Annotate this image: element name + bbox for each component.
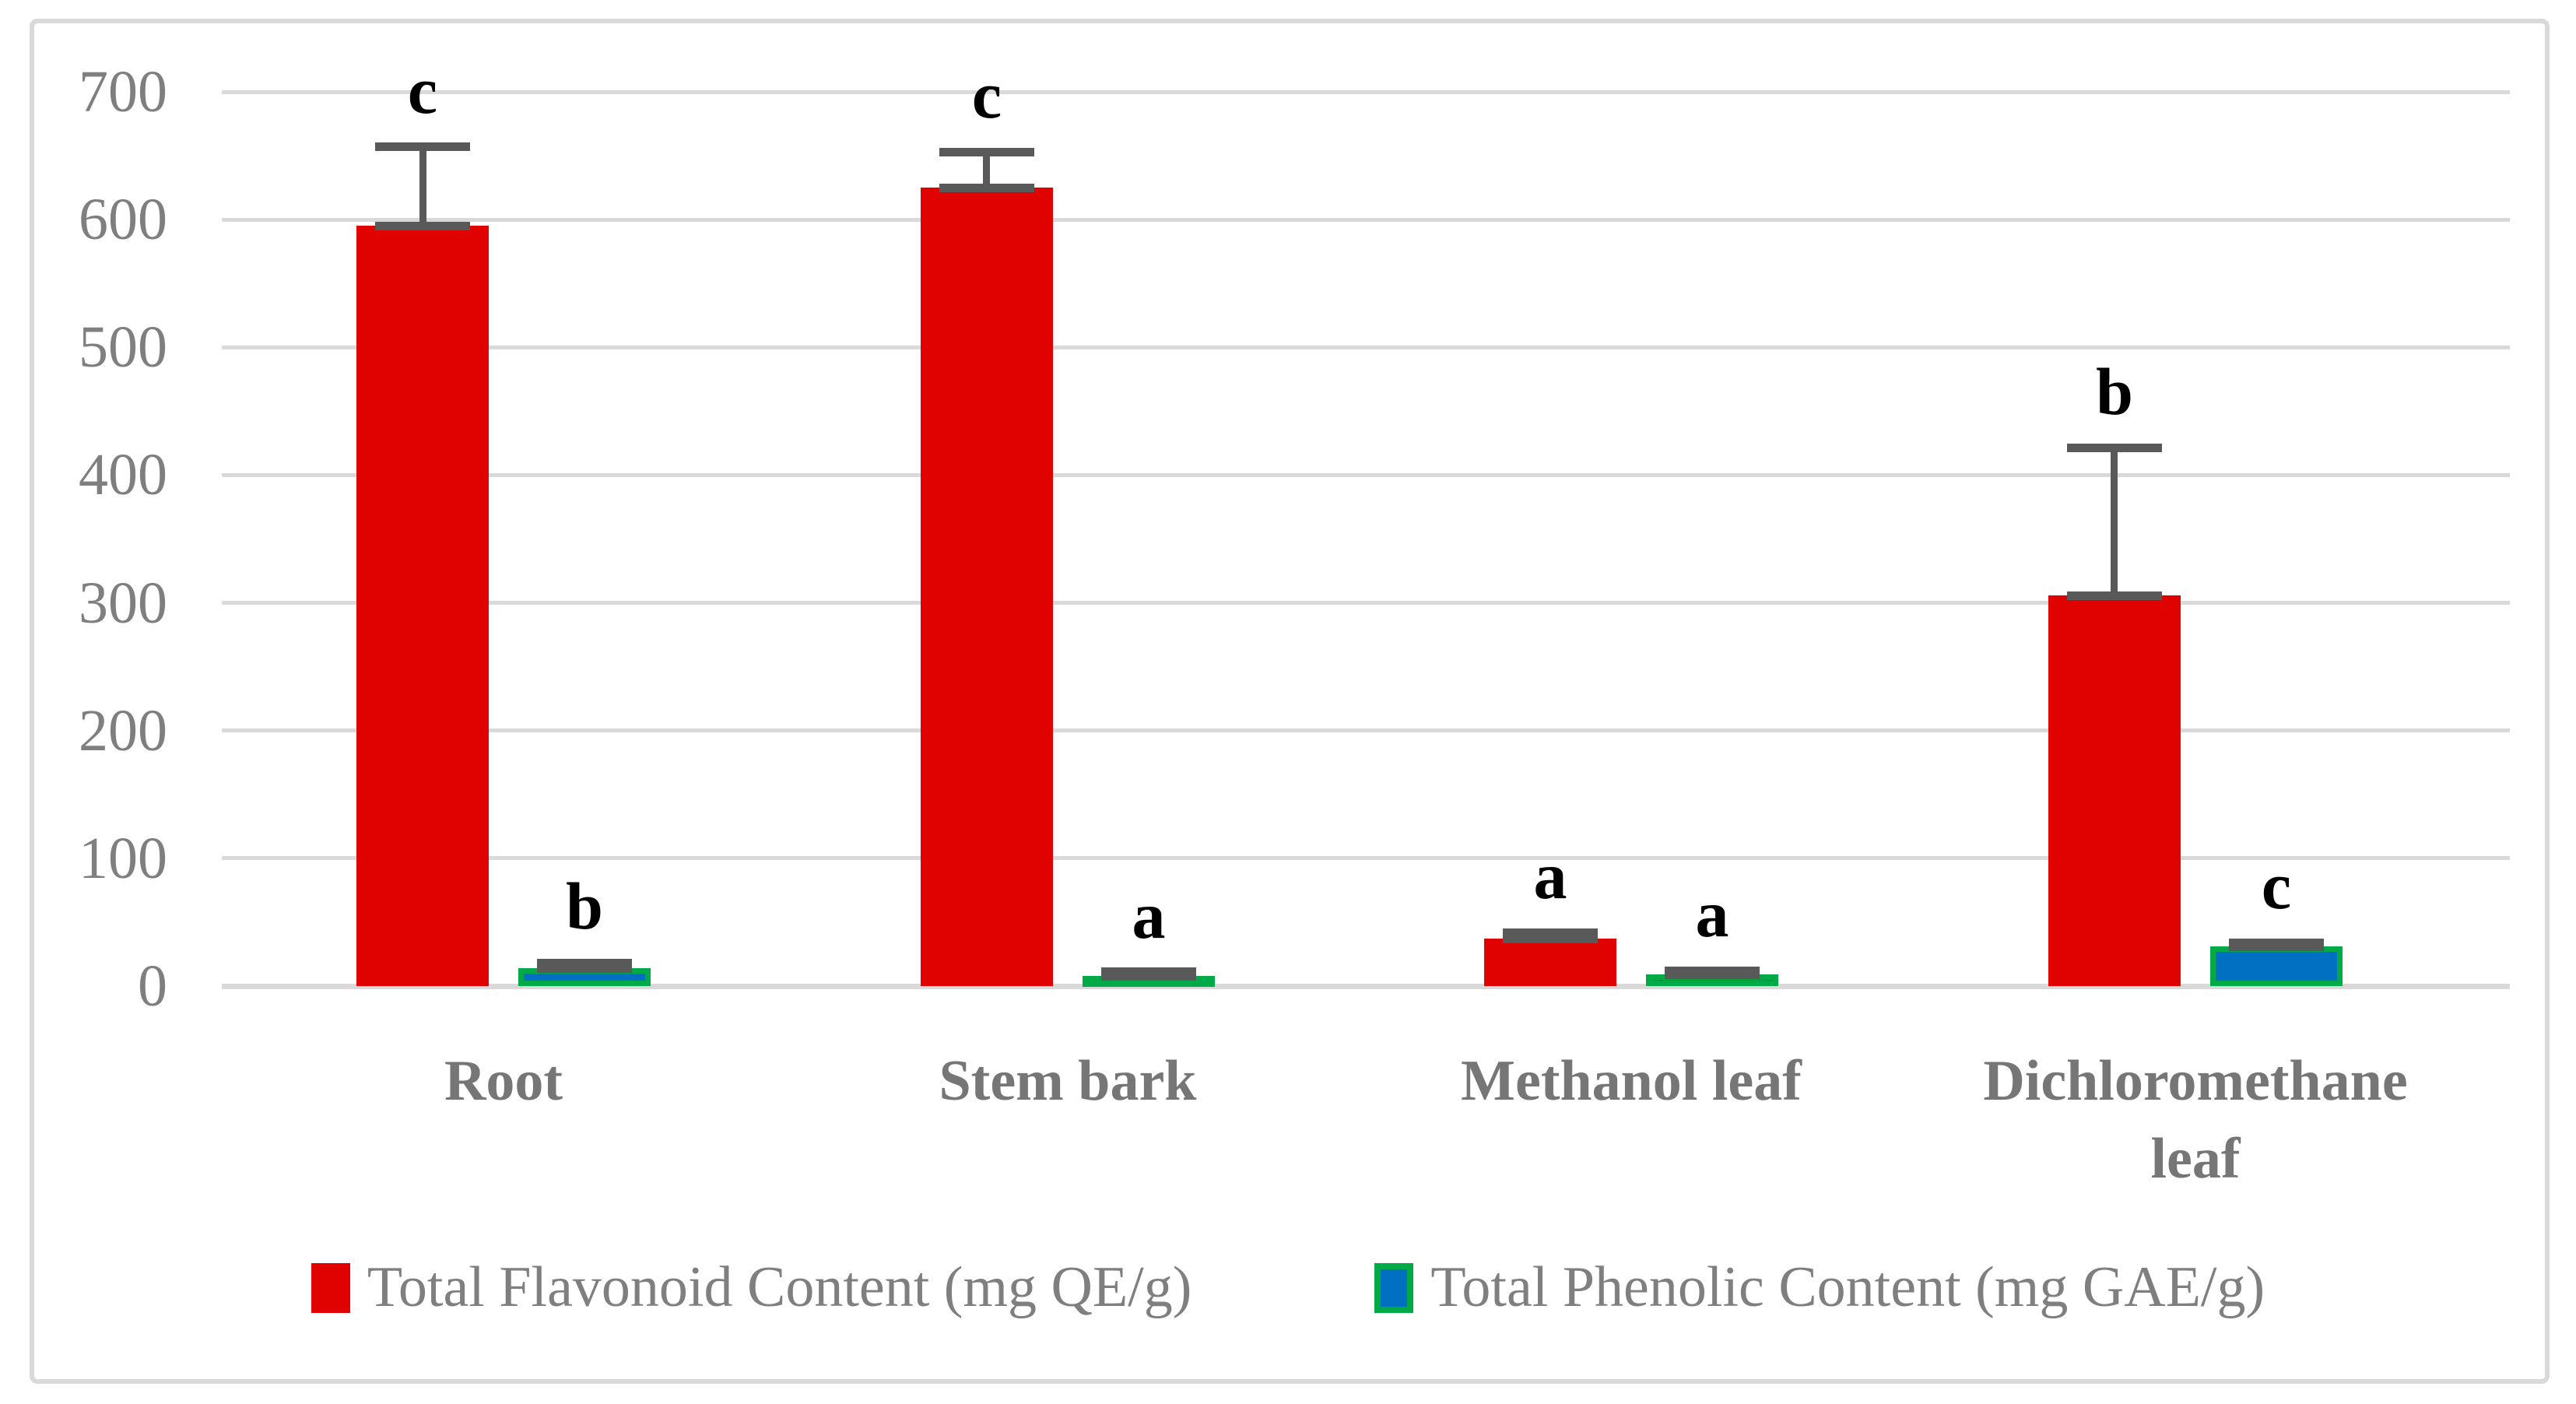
error-bar-top-cap	[1503, 928, 1598, 937]
y-tick-label: 300	[79, 570, 167, 636]
y-tick-label: 600	[79, 187, 167, 252]
significance-letter: c	[971, 58, 1002, 132]
gridline	[222, 218, 2510, 222]
legend-swatch-phenolic	[1374, 1262, 1414, 1313]
bar-flavonoid	[1484, 939, 1616, 986]
bar-flavonoid	[2048, 595, 2181, 986]
legend-label: Total Phenolic Content (mg GAE/g)	[1430, 1255, 2265, 1319]
gridline	[222, 346, 2510, 349]
error-bar-bottom-cap	[1503, 935, 1598, 943]
error-bar-bottom-cap	[2067, 591, 2162, 600]
gridline	[222, 601, 2510, 605]
y-tick-label: 0	[138, 953, 167, 1019]
error-bar-top-cap	[537, 959, 632, 967]
y-tick-label: 100	[79, 826, 167, 891]
error-bar-bottom-cap	[939, 184, 1034, 192]
error-bar-top-cap	[939, 148, 1034, 156]
x-category-label: Methanol leaf	[1461, 1049, 1802, 1113]
legend-swatch-flavonoid	[311, 1262, 350, 1313]
bar-phenolic	[2210, 946, 2343, 986]
gridline	[222, 728, 2510, 732]
significance-letter: b	[566, 869, 603, 943]
error-bar-stem	[983, 152, 990, 188]
error-bar-top-cap	[375, 142, 470, 151]
legend-label: Total Flavonoid Content (mg QE/g)	[367, 1255, 1192, 1319]
error-bar-bottom-cap	[537, 964, 632, 973]
error-bar-stem	[2111, 448, 2118, 595]
x-category-label: Dichloromethane leaf	[1983, 1049, 2408, 1191]
bar-flavonoid	[921, 188, 1053, 986]
significance-letter: a	[1695, 876, 1729, 951]
significance-letter: a	[1533, 838, 1567, 913]
error-bar-bottom-cap	[2229, 942, 2324, 951]
significance-letter: b	[2096, 354, 2133, 429]
y-tick-label: 700	[79, 59, 167, 125]
significance-letter: c	[2261, 848, 2292, 923]
legend: Total Flavonoid Content (mg QE/g) Total P…	[0, 1255, 2576, 1321]
y-tick-label: 500	[79, 314, 167, 380]
error-bar-bottom-cap	[1665, 971, 1760, 979]
error-bar-top-cap	[2067, 444, 2162, 452]
legend-item-phenolic: Total Phenolic Content (mg GAE/g)	[1374, 1255, 2265, 1321]
legend-item-flavonoid: Total Flavonoid Content (mg QE/g)	[311, 1255, 1192, 1321]
error-bar-top-cap	[1101, 967, 1196, 976]
significance-letter: c	[407, 53, 438, 128]
y-tick-label: 200	[79, 698, 167, 763]
gridline	[222, 473, 2510, 477]
error-bar-stem	[419, 147, 426, 226]
gridline	[222, 90, 2510, 94]
significance-letter: a	[1132, 878, 1166, 953]
x-category-label: Stem bark	[939, 1049, 1197, 1113]
error-bar-bottom-cap	[1101, 972, 1196, 981]
error-bar-bottom-cap	[375, 222, 470, 230]
gridline	[222, 856, 2510, 860]
bar-flavonoid	[356, 226, 489, 986]
y-tick-label: 400	[79, 442, 167, 507]
x-category-label: Root	[444, 1049, 563, 1113]
gridline	[222, 984, 2510, 989]
